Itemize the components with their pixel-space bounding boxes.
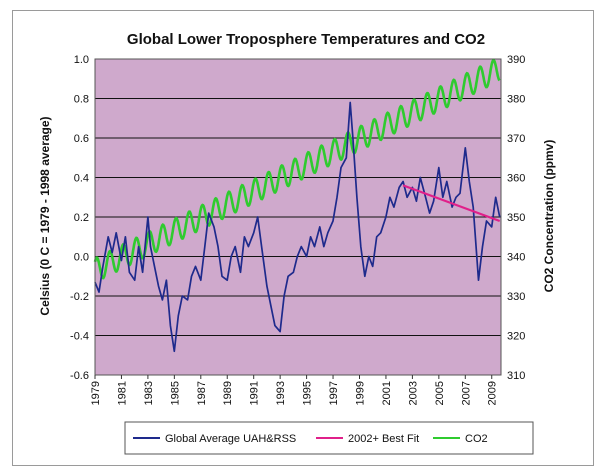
legend-label-best-fit: 2002+ Best Fit — [348, 433, 419, 445]
chart-svg: Global Lower Troposphere Temperatures an… — [38, 31, 556, 455]
y-axis-right-label: CO2 Concentration (ppmv) — [542, 140, 556, 293]
y-left-tick-2: -0.2 — [70, 291, 89, 303]
legend-label-uah-rss: Global Average UAH&RSS — [165, 433, 296, 445]
legend: Global Average UAH&RSS 2002+ Best Fit CO… — [124, 421, 534, 455]
y-right-tick-8: 390 — [507, 54, 525, 66]
y-left-tick-3: 0.0 — [74, 252, 89, 264]
y-axis-left-label: Celsius (0 C = 1979 - 1998 average) — [38, 116, 52, 315]
x-tick-9: 1997 — [328, 381, 340, 405]
y-right-tick-4: 350 — [507, 212, 525, 224]
y-left-tick-5: 0.4 — [74, 173, 89, 185]
y-left-tick-0: -0.6 — [70, 370, 89, 382]
y-right-tick-2: 330 — [507, 291, 525, 303]
y-right-tick-5: 360 — [507, 173, 525, 185]
x-tick-14: 2007 — [460, 381, 472, 405]
y-left-tick-1: -0.4 — [70, 331, 89, 343]
y-right-tick-1: 320 — [507, 331, 525, 343]
chart-frame: Global Lower Troposphere Temperatures an… — [12, 10, 594, 466]
x-tick-6: 1991 — [249, 381, 261, 405]
x-tick-13: 2005 — [434, 381, 446, 405]
plot-border — [94, 58, 502, 376]
series-best-fit — [402, 184, 501, 223]
y-left-tick-6: 0.6 — [74, 133, 89, 145]
x-tick-4: 1987 — [196, 381, 208, 405]
x-tick-1: 1981 — [116, 381, 128, 405]
x-tick-2: 1983 — [143, 381, 155, 405]
legend-label-co2: CO2 — [465, 433, 488, 445]
y-right-tick-0: 310 — [507, 370, 525, 382]
x-tick-10: 1999 — [354, 381, 366, 405]
y-right-tick-3: 340 — [507, 252, 525, 264]
y-right-tick-7: 380 — [507, 94, 525, 106]
y-right-tick-6: 370 — [507, 133, 525, 145]
series-uah-rss — [94, 101, 501, 353]
x-tick-5: 1989 — [222, 381, 234, 405]
x-tick-8: 1995 — [302, 381, 314, 405]
y-left-tick-4: 0.2 — [74, 212, 89, 224]
x-tick-7: 1993 — [275, 381, 287, 405]
x-tick-3: 1985 — [169, 381, 181, 405]
y-left-tick-8: 1.0 — [74, 54, 89, 66]
series-co2 — [93, 58, 501, 280]
chart-title: Global Lower Troposphere Temperatures an… — [127, 31, 485, 48]
x-tick-12: 2003 — [407, 381, 419, 405]
y-left-tick-7: 0.8 — [74, 94, 89, 106]
x-tick-11: 2001 — [381, 381, 393, 405]
x-tick-15: 2009 — [487, 381, 499, 405]
x-tick-0: 1979 — [90, 381, 102, 405]
